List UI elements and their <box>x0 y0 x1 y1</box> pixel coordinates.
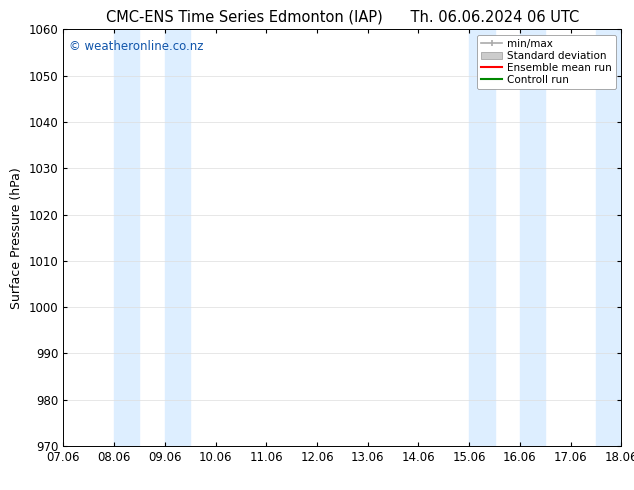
Text: © weatheronline.co.nz: © weatheronline.co.nz <box>69 40 204 53</box>
Bar <box>114 29 139 446</box>
Title: CMC-ENS Time Series Edmonton (IAP)      Th. 06.06.2024 06 UTC: CMC-ENS Time Series Edmonton (IAP) Th. 0… <box>106 9 579 24</box>
Bar <box>596 29 621 446</box>
Bar <box>469 29 495 446</box>
Bar <box>520 29 545 446</box>
Bar <box>165 29 190 446</box>
Y-axis label: Surface Pressure (hPa): Surface Pressure (hPa) <box>10 167 23 309</box>
Legend: min/max, Standard deviation, Ensemble mean run, Controll run: min/max, Standard deviation, Ensemble me… <box>477 35 616 89</box>
